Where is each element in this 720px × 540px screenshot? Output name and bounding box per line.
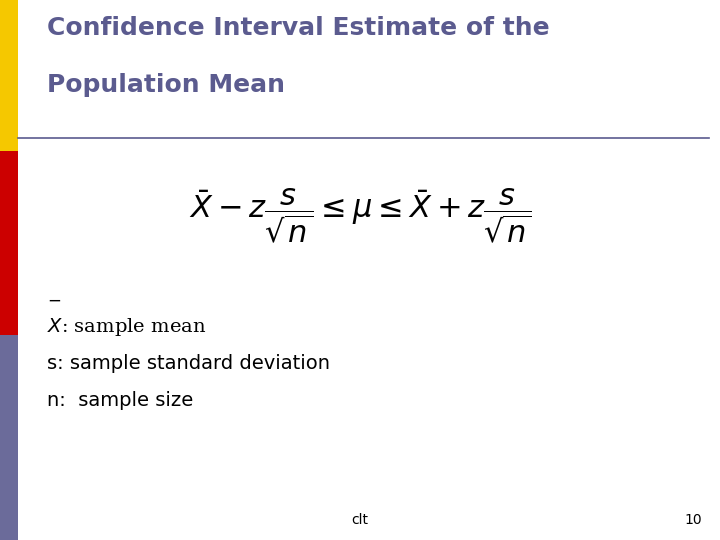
Text: clt: clt bbox=[351, 512, 369, 526]
Bar bbox=[0, 335, 18, 540]
Text: $X$: sample mean: $X$: sample mean bbox=[47, 316, 206, 338]
Text: n:  sample size: n: sample size bbox=[47, 392, 193, 410]
Bar bbox=[0, 151, 18, 335]
Text: Confidence Interval Estimate of the: Confidence Interval Estimate of the bbox=[47, 16, 549, 40]
Text: $-$: $-$ bbox=[47, 292, 61, 308]
Text: $\mathit{\bar{X}} - z\dfrac{s}{\sqrt{n}} \leq \mu \leq \mathit{\bar{X}} + z\dfra: $\mathit{\bar{X}} - z\dfrac{s}{\sqrt{n}}… bbox=[189, 187, 531, 245]
Text: s: sample standard deviation: s: sample standard deviation bbox=[47, 354, 330, 373]
Text: 10: 10 bbox=[685, 512, 702, 526]
Bar bbox=[0, 0, 18, 151]
Text: Population Mean: Population Mean bbox=[47, 73, 285, 97]
